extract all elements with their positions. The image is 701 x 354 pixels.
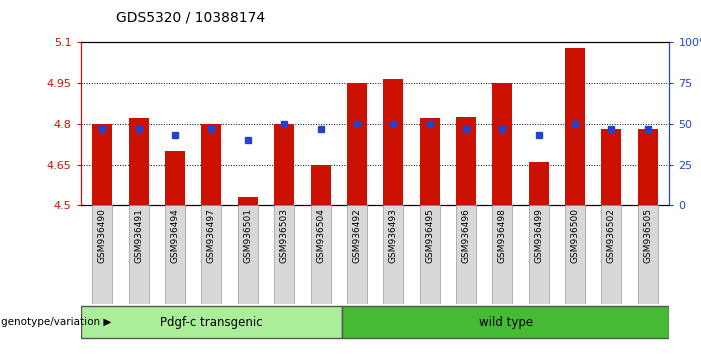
Bar	[165, 151, 185, 205]
Text: GDS5320 / 10388174: GDS5320 / 10388174	[116, 11, 265, 25]
Text: GSM936492: GSM936492	[353, 208, 361, 263]
Bar	[492, 83, 512, 205]
Bar	[81, 306, 342, 338]
Bar	[347, 205, 367, 304]
Bar	[456, 205, 476, 304]
Bar	[456, 117, 476, 205]
Bar	[529, 162, 549, 205]
Bar	[93, 205, 112, 304]
Text: GSM936499: GSM936499	[534, 208, 543, 263]
Bar	[601, 129, 621, 205]
Bar	[383, 205, 403, 304]
Text: GSM936493: GSM936493	[389, 208, 397, 263]
Text: GSM936501: GSM936501	[243, 208, 252, 263]
Bar	[238, 197, 258, 205]
Bar	[638, 205, 658, 304]
Text: GSM936497: GSM936497	[207, 208, 216, 263]
Text: GSM936496: GSM936496	[461, 208, 470, 263]
Bar	[529, 205, 549, 304]
Text: GSM936490: GSM936490	[98, 208, 107, 263]
Bar	[601, 205, 621, 304]
Bar	[201, 205, 222, 304]
Text: GSM936502: GSM936502	[607, 208, 615, 263]
Bar	[565, 205, 585, 304]
Text: GSM936491: GSM936491	[135, 208, 143, 263]
Bar	[311, 205, 330, 304]
Text: GSM936495: GSM936495	[425, 208, 434, 263]
Bar	[274, 124, 294, 205]
Bar	[420, 205, 440, 304]
Text: wild type: wild type	[479, 316, 533, 329]
Bar	[311, 165, 330, 205]
Bar	[201, 124, 222, 205]
Bar	[165, 205, 185, 304]
Text: GSM936505: GSM936505	[643, 208, 652, 263]
Bar	[129, 119, 149, 205]
Bar	[492, 205, 512, 304]
Bar	[420, 119, 440, 205]
Bar	[383, 79, 403, 205]
Bar	[565, 48, 585, 205]
Bar	[93, 124, 112, 205]
Bar	[274, 205, 294, 304]
Text: GSM936498: GSM936498	[498, 208, 507, 263]
Text: Pdgf-c transgenic: Pdgf-c transgenic	[160, 316, 263, 329]
Bar	[638, 129, 658, 205]
Bar	[238, 205, 258, 304]
Text: genotype/variation ▶: genotype/variation ▶	[1, 317, 111, 327]
Text: GSM936494: GSM936494	[170, 208, 179, 263]
Bar	[342, 306, 669, 338]
Text: GSM936504: GSM936504	[316, 208, 325, 263]
Text: GSM936503: GSM936503	[280, 208, 289, 263]
Bar	[347, 83, 367, 205]
Bar	[129, 205, 149, 304]
Text: GSM936500: GSM936500	[571, 208, 580, 263]
